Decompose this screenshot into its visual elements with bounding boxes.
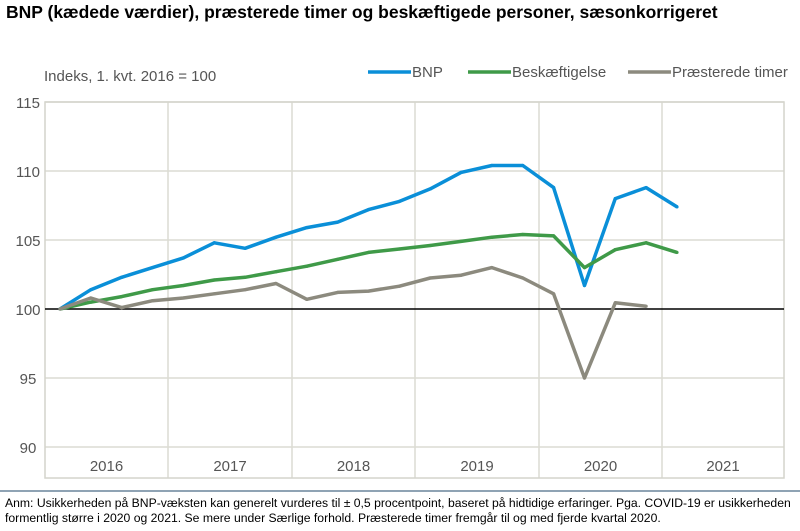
- data-point: [582, 376, 587, 380]
- series-line-1: [59, 232, 678, 311]
- data-point: [675, 205, 679, 209]
- data-point: [243, 246, 247, 250]
- data-point: [459, 170, 463, 174]
- series-line-0: [59, 163, 678, 311]
- line-chart: 90 95 100 105 110 115 2016 2017 2018 2019 2020 2021…: [15, 64, 788, 479]
- data-point: [305, 264, 309, 268]
- data-point: [582, 266, 587, 270]
- data-point: [490, 266, 494, 270]
- data-point: [274, 281, 278, 286]
- data-point: [212, 278, 216, 282]
- data-point: [490, 235, 494, 239]
- data-point: [644, 304, 648, 308]
- data-point: [212, 292, 216, 296]
- y-tick-label: 90: [20, 440, 37, 457]
- data-point: [613, 248, 617, 252]
- data-point: [644, 185, 648, 190]
- data-point: [181, 283, 185, 288]
- data-point: [89, 296, 93, 300]
- x-tick-label: 2018: [337, 458, 370, 475]
- data-point: [582, 283, 587, 288]
- data-point: [459, 239, 463, 243]
- data-point: [336, 257, 340, 261]
- y-tick-label: 100: [15, 302, 40, 319]
- chart-title: BNP (kædede værdier), præsterede timer o…: [6, 2, 718, 22]
- data-point: [336, 220, 340, 224]
- data-point: [366, 289, 371, 293]
- data-point: [521, 232, 525, 237]
- data-point: [305, 225, 309, 230]
- y-axis-label: Indeks, 1. kvt. 2016 = 100: [44, 68, 216, 85]
- data-point: [397, 284, 401, 288]
- data-point: [366, 208, 371, 212]
- data-point: [336, 290, 340, 295]
- x-tick-label: 2020: [584, 458, 617, 475]
- data-point: [459, 273, 463, 277]
- data-point: [243, 288, 247, 292]
- data-point: [613, 197, 617, 201]
- data-point: [552, 292, 556, 296]
- y-tick-label: 110: [16, 164, 40, 181]
- data-point: [675, 250, 679, 255]
- legend-label: Præsterede timer: [672, 64, 788, 81]
- data-point: [397, 247, 401, 251]
- divider: [0, 490, 800, 492]
- data-point: [521, 163, 525, 168]
- legend-label: Beskæftigelse: [512, 64, 606, 81]
- data-point: [552, 185, 556, 190]
- data-point: [120, 275, 124, 279]
- y-tick-label: 115: [16, 95, 40, 112]
- data-point: [305, 297, 309, 301]
- x-tick-label: 2017: [213, 458, 246, 475]
- data-point: [274, 270, 278, 274]
- x-tick-label: 2016: [90, 458, 123, 475]
- data-point: [181, 256, 185, 260]
- data-point: [552, 234, 556, 238]
- data-point: [212, 241, 216, 245]
- series-line-2: [59, 265, 647, 380]
- x-tick-label: 2019: [460, 458, 493, 475]
- legend-label: BNP: [412, 64, 443, 81]
- y-tick-label: 105: [15, 233, 40, 250]
- y-tick-label: 95: [20, 371, 37, 388]
- data-point: [428, 243, 432, 248]
- data-point: [274, 235, 278, 239]
- data-point: [89, 288, 93, 292]
- plot-frame: [44, 101, 785, 479]
- data-point: [150, 288, 155, 292]
- data-point: [150, 266, 155, 270]
- data-point: [428, 276, 432, 280]
- data-point: [428, 187, 432, 191]
- data-point: [613, 301, 617, 305]
- data-point: [120, 306, 124, 310]
- data-point: [58, 307, 62, 311]
- data-point: [120, 294, 124, 299]
- footnote: Anm: Usikkerheden på BNP-væksten kan gen…: [5, 496, 791, 525]
- data-point: [490, 163, 494, 168]
- data-point: [243, 275, 247, 279]
- data-point: [150, 299, 155, 303]
- data-point: [644, 241, 648, 245]
- data-point: [366, 250, 371, 255]
- data-point: [89, 300, 93, 304]
- data-point: [521, 276, 525, 280]
- data-point: [397, 199, 401, 203]
- data-point: [181, 296, 185, 300]
- x-tick-label: 2021: [706, 458, 739, 475]
